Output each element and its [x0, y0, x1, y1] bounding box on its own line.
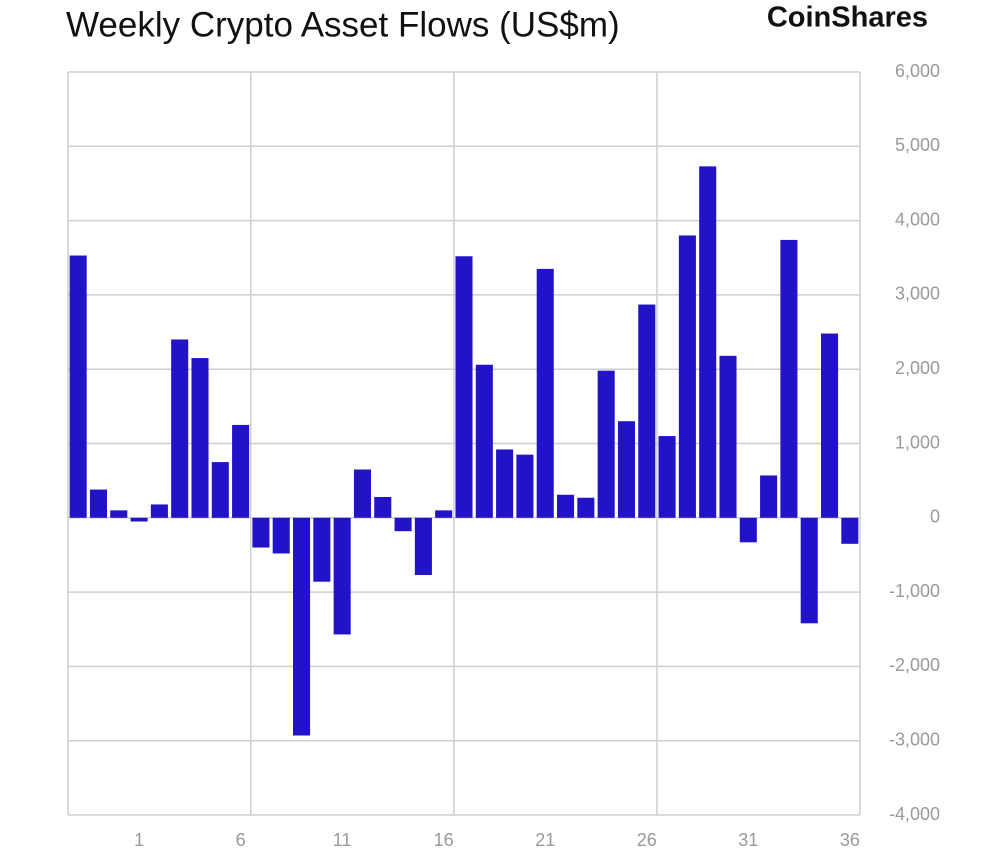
bar: [739, 517, 757, 543]
bar: [557, 494, 575, 518]
y-tick-label: 6,000: [895, 61, 940, 81]
chart-title: Weekly Crypto Asset Flows (US$m): [66, 5, 620, 44]
y-tick-label: -2,000: [889, 655, 940, 675]
bar: [821, 333, 839, 518]
bar: [333, 517, 351, 635]
x-tick-label: 26: [637, 830, 657, 850]
bar: [435, 510, 453, 518]
bar: [800, 517, 818, 624]
bar: [577, 497, 595, 518]
bar: [313, 517, 331, 582]
bar: [374, 496, 392, 518]
bar: [597, 370, 615, 518]
bar: [171, 339, 189, 518]
bar: [475, 364, 493, 518]
x-tick-label: 6: [236, 830, 246, 850]
y-tick-label: -3,000: [889, 729, 940, 749]
bar: [110, 510, 128, 518]
x-tick-label: 1: [134, 830, 144, 850]
bar: [516, 454, 534, 518]
brand-logo: CoinShares: [767, 2, 928, 34]
bar: [496, 449, 514, 518]
bar: [658, 436, 676, 518]
y-tick-label: 2,000: [895, 358, 940, 378]
x-tick-label: 16: [434, 830, 454, 850]
y-tick-label: 5,000: [895, 135, 940, 155]
bar: [89, 489, 107, 518]
bar: [293, 517, 311, 736]
bar: [617, 421, 635, 518]
bar: [414, 517, 432, 576]
bar: [191, 358, 209, 518]
x-tick-label: 31: [738, 830, 758, 850]
y-tick-label: 1,000: [895, 432, 940, 452]
y-tick-label: 0: [930, 507, 940, 527]
bar: [719, 355, 737, 518]
bar: [252, 517, 270, 548]
bar: [678, 235, 696, 518]
bar: [69, 255, 87, 518]
bar: [638, 304, 656, 518]
bar: [780, 239, 798, 518]
bar: [760, 475, 778, 518]
y-tick-label: -4,000: [889, 804, 940, 824]
bar: [353, 469, 371, 518]
x-tick-label: 11: [333, 830, 352, 850]
bar: [841, 517, 859, 544]
bar: [699, 166, 717, 518]
y-tick-label: -1,000: [889, 581, 940, 601]
bar: [232, 424, 250, 518]
y-tick-label: 3,000: [895, 284, 940, 304]
x-tick-label: 36: [840, 830, 860, 850]
bar: [272, 517, 290, 554]
bar: [150, 504, 168, 518]
bar: [455, 256, 473, 518]
x-tick-label: 21: [535, 830, 555, 850]
y-tick-label: 4,000: [895, 209, 940, 229]
bar: [211, 462, 229, 518]
bar: [130, 517, 148, 522]
bar: [536, 268, 554, 518]
bar: [394, 517, 412, 532]
